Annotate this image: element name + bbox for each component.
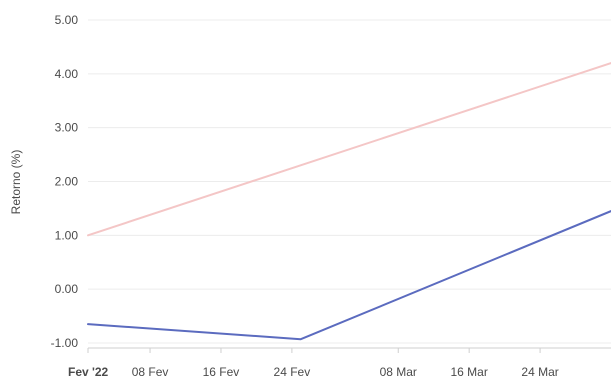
x-tick-label: 16 Fev: [203, 365, 240, 379]
series-line-1: [87, 62, 611, 237]
y-tick-label: 1.00: [55, 228, 79, 242]
series-lines: [87, 62, 611, 341]
y-tick-label: -1.00: [51, 336, 79, 350]
x-tick-label: 16 Mar: [450, 365, 487, 379]
y-tick-label: 4.00: [55, 67, 79, 81]
x-axis: [87, 347, 611, 353]
x-tick-labels: Fev '22 08 Fev 16 Fev 24 Fev 08 Mar 16 Mar 24 …: [68, 365, 559, 379]
y-tick-label: 0.00: [55, 282, 79, 296]
series-line-2: [87, 210, 611, 341]
x-tick-label: 24 Fev: [274, 365, 311, 379]
x-tick-label: 08 Fev: [132, 365, 169, 379]
y-tick-label: 5.00: [55, 13, 79, 27]
x-tick-label: 08 Mar: [380, 365, 417, 379]
y-tick-label: 2.00: [55, 175, 79, 189]
x-tick-label: Fev '22: [68, 365, 109, 379]
y-tick-labels: 5.00 4.00 3.00 2.00 1.00 0.00 -1.00: [51, 13, 79, 350]
y-axis-label: Retorno (%): [9, 150, 23, 215]
x-tick-label: 24 Mar: [521, 365, 558, 379]
gridlines: [88, 19, 611, 344]
y-tick-label: 3.00: [55, 121, 79, 135]
